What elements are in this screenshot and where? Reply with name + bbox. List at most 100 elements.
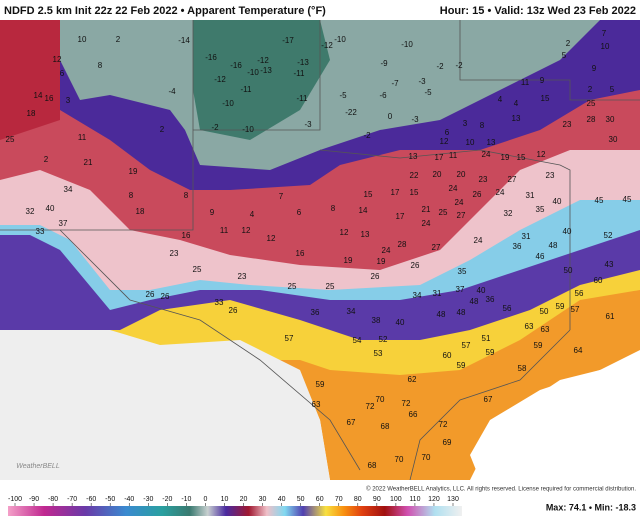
temp-label: 20 (433, 170, 442, 179)
temp-label: 6 (60, 69, 65, 78)
temp-label: 63 (312, 400, 321, 409)
temp-label: 26 (371, 272, 380, 281)
temp-label: 7 (602, 29, 607, 38)
temp-label: 52 (604, 231, 613, 240)
band-cold (193, 20, 330, 140)
colorbar-tick-label: 0 (203, 496, 207, 503)
colorbar-tick-label: -70 (67, 496, 77, 503)
temp-label: 30 (609, 135, 618, 144)
temp-label: 24 (474, 236, 483, 245)
temp-label: 6 (445, 128, 450, 137)
header-bar (0, 0, 640, 20)
colorbar-tick-label: 100 (390, 496, 402, 503)
temp-label: 10 (601, 42, 610, 51)
footer-bar (0, 480, 640, 526)
max-min: Max: 74.1 • Min: -18.3 (546, 502, 636, 512)
temp-label: 37 (456, 285, 465, 294)
temp-label: 38 (372, 316, 381, 325)
colorbar-tick-label: 10 (221, 496, 229, 503)
temp-label: -10 (334, 35, 346, 44)
temp-label: 57 (285, 334, 294, 343)
header-title: NDFD 2.5 km Init 22z 22 Feb 2022 • Appar… (4, 5, 326, 17)
temp-label: 19 (377, 257, 386, 266)
temp-label: -12 (257, 56, 269, 65)
temp-label: 59 (486, 348, 495, 357)
temp-label: 18 (136, 207, 145, 216)
temp-label: 16 (296, 249, 305, 258)
temp-label: 21 (84, 158, 93, 167)
temp-label: 59 (316, 380, 325, 389)
temp-label: 14 (34, 91, 43, 100)
temp-label: 8 (98, 61, 103, 70)
temp-label: 27 (457, 211, 466, 220)
colorbar-tick-label: 80 (354, 496, 362, 503)
temp-label: -11 (241, 85, 253, 94)
temp-label: 11 (521, 78, 530, 87)
temp-label: 10 (466, 138, 475, 147)
temp-label: 48 (470, 297, 479, 306)
temp-label: 32 (26, 207, 35, 216)
temp-label: 36 (513, 242, 522, 251)
temp-label: 26 (229, 306, 238, 315)
temp-label: 34 (413, 291, 422, 300)
temp-label: 28 (587, 115, 596, 124)
colorbar-tick-label: -30 (143, 496, 153, 503)
temp-label: 37 (59, 219, 68, 228)
temp-label: 68 (368, 461, 377, 470)
temp-label: 61 (606, 312, 615, 321)
temp-label: 50 (540, 307, 549, 316)
temp-label: -2 (211, 123, 219, 132)
temp-label: -11 (294, 69, 306, 78)
temp-label: 34 (347, 307, 356, 316)
temp-label: 13 (487, 138, 496, 147)
temp-label: 2 (566, 39, 571, 48)
temp-label: 63 (541, 325, 550, 334)
colorbar-tick-label: 50 (297, 496, 305, 503)
temp-label: 56 (503, 304, 512, 313)
colorbar-tick-label: -50 (105, 496, 115, 503)
temp-label: 63 (525, 322, 534, 331)
temp-label: -22 (345, 108, 357, 117)
temp-label: 18 (27, 109, 36, 118)
temp-label: 59 (556, 302, 565, 311)
temp-label: 53 (374, 349, 383, 358)
temp-label: 45 (595, 196, 604, 205)
temp-label: 40 (46, 204, 55, 213)
temp-label: 70 (422, 453, 431, 462)
temp-label: 3 (66, 96, 71, 105)
temp-label: 11 (449, 151, 458, 160)
temp-label: 13 (361, 230, 370, 239)
temp-label: -2 (436, 62, 444, 71)
temp-label: 40 (563, 227, 572, 236)
colorbar-tick-label: 120 (428, 496, 440, 503)
temp-label: 25 (439, 208, 448, 217)
temp-label: 62 (408, 375, 417, 384)
temp-label: 67 (347, 418, 356, 427)
temp-label: 8 (480, 121, 485, 130)
temp-label: 50 (564, 266, 573, 275)
temp-label: 72 (439, 420, 448, 429)
temp-label: 25 (288, 282, 297, 291)
temp-label: 40 (396, 318, 405, 327)
temp-label: -12 (214, 75, 226, 84)
temp-label: -17 (282, 36, 294, 45)
temp-label: -9 (380, 59, 388, 68)
temp-label: 60 (594, 276, 603, 285)
temp-label: 19 (129, 167, 138, 176)
temp-label: 57 (462, 341, 471, 350)
temp-label: 19 (344, 256, 353, 265)
copyright: © 2022 WeatherBELL Analytics, LLC. All r… (366, 486, 636, 493)
temp-label: 48 (437, 310, 446, 319)
temp-label: -3 (304, 120, 312, 129)
temp-label: 31 (526, 191, 535, 200)
colorbar-tick-label: 30 (259, 496, 267, 503)
colorbar-tick-label: -20 (162, 496, 172, 503)
temp-label: 32 (504, 209, 513, 218)
temp-label: 66 (409, 410, 418, 419)
temp-label: 45 (623, 195, 632, 204)
temp-label: 31 (522, 232, 531, 241)
temp-label: 48 (549, 241, 558, 250)
temp-label: -11 (297, 94, 309, 103)
temp-label: 25 (587, 99, 596, 108)
header-valid: Hour: 15 • Valid: 13z Wed 23 Feb 2022 (440, 5, 636, 17)
